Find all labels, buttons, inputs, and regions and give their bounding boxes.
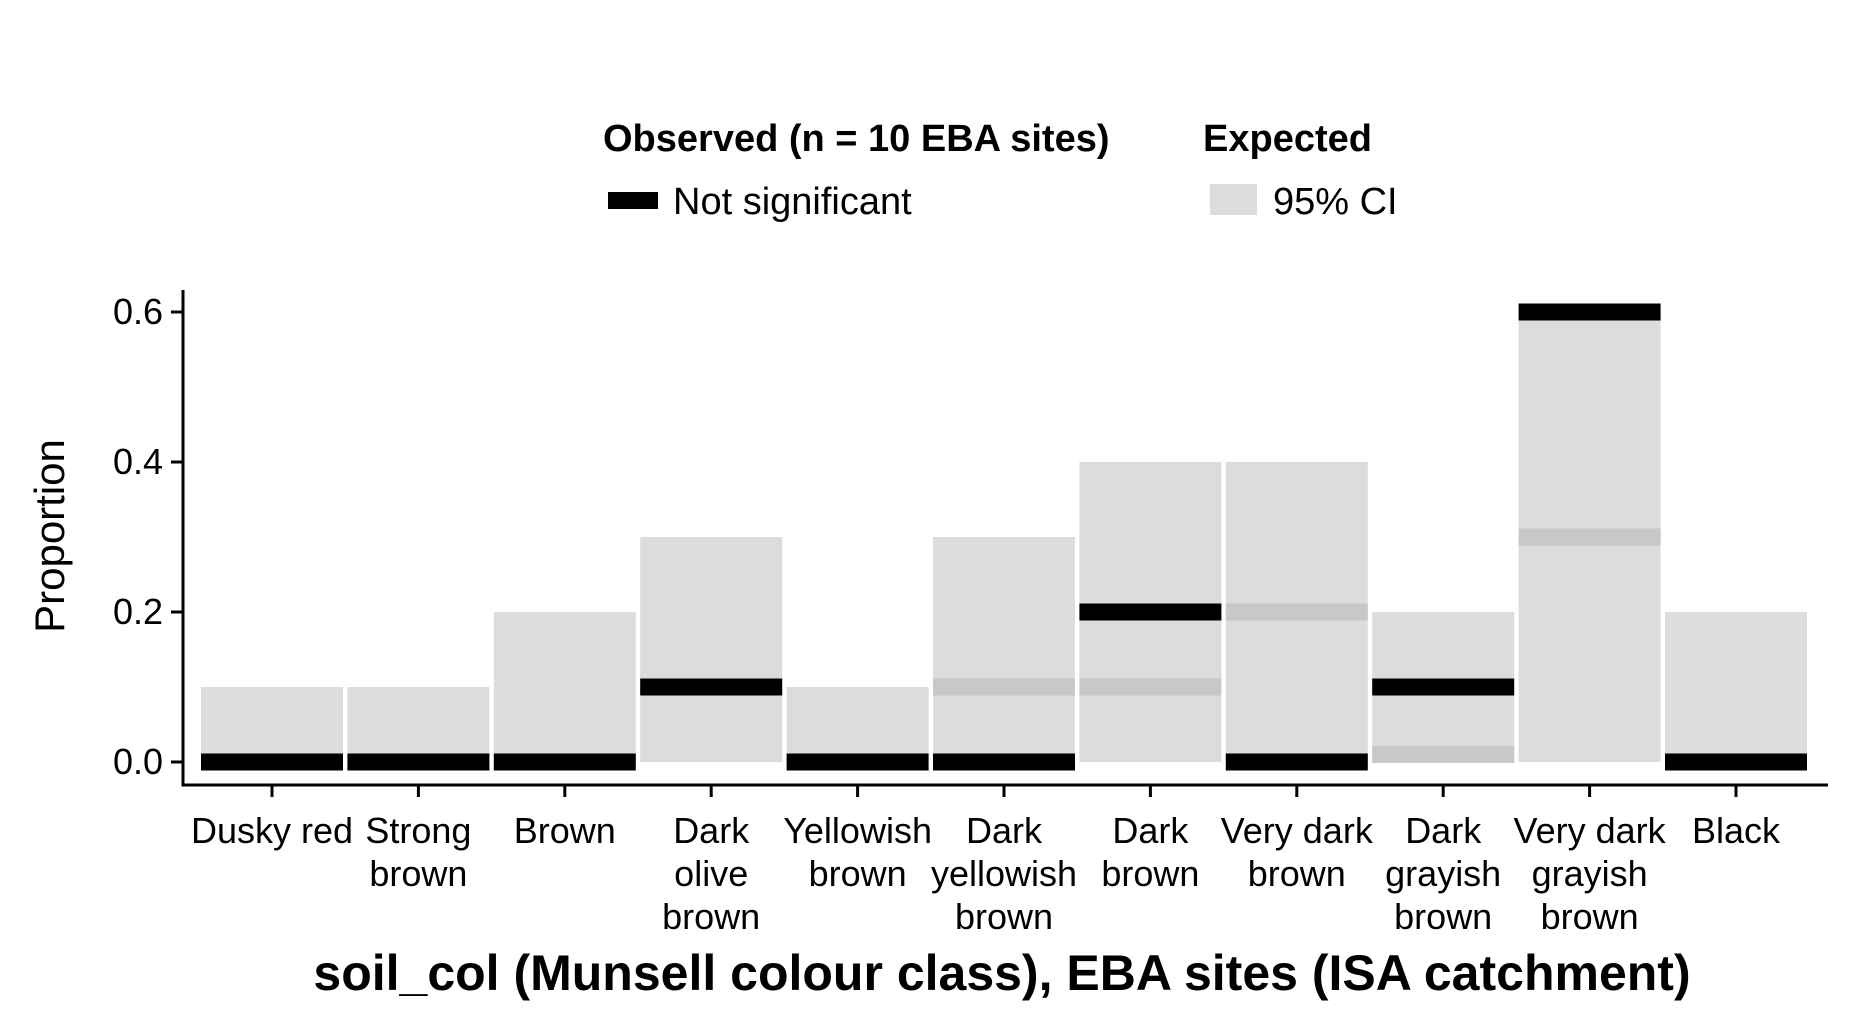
- median-line: [1518, 528, 1661, 546]
- x-tick-label: Dark olive brown: [662, 810, 760, 937]
- x-tick-label: Very dark grayish brown: [1514, 810, 1667, 937]
- x-tick-label: Dark grayish brown: [1385, 810, 1501, 937]
- ci-bar: [493, 612, 636, 762]
- observed-mark: [201, 753, 343, 771]
- observed-mark: [933, 753, 1075, 771]
- median-line: [1225, 603, 1368, 621]
- observed-mark: [1079, 603, 1222, 621]
- x-tick-label: Brown: [514, 810, 616, 851]
- y-tick-label: 0.4: [113, 441, 163, 482]
- ci-bar: [933, 537, 1075, 762]
- legend: Observed (n = 10 EBA sites) Not signific…: [603, 118, 1398, 223]
- ci-bar: [786, 687, 929, 762]
- y-tick-label: 0.2: [113, 591, 163, 632]
- x-tick-label: Yellowish brown: [783, 810, 932, 894]
- observed-mark: [347, 753, 490, 771]
- ci-bar: [1665, 612, 1807, 762]
- x-tick-label: Very dark brown: [1221, 810, 1374, 894]
- ci-bar: [201, 687, 343, 762]
- median-line: [1079, 678, 1222, 696]
- median-line: [933, 678, 1075, 696]
- x-tick-label: Black: [1692, 810, 1781, 851]
- legend-observed-swatch: [608, 192, 658, 209]
- legend-expected-swatch: [1210, 184, 1257, 215]
- observed-mark: [640, 678, 783, 696]
- x-tick-label: Strong brown: [365, 810, 471, 894]
- observed-marks: [201, 303, 1807, 771]
- legend-observed-label: Not significant: [673, 181, 912, 223]
- y-tick-label: 0.6: [113, 291, 163, 332]
- observed-mark: [493, 753, 636, 771]
- x-tick-label: Dusky red: [191, 810, 353, 851]
- observed-mark: [1225, 753, 1368, 771]
- y-tick-label: 0.0: [113, 741, 163, 782]
- observed-mark: [1372, 678, 1515, 696]
- y-axis-title: Proportion: [26, 439, 73, 633]
- median-line: [1372, 746, 1515, 763]
- median-lines: [933, 528, 1661, 763]
- observed-mark: [786, 753, 929, 771]
- observed-mark: [1665, 753, 1807, 771]
- ci-bar: [640, 537, 783, 762]
- legend-observed-title: Observed (n = 10 EBA sites): [603, 118, 1110, 160]
- x-tick-label: Dark yellowish brown: [931, 810, 1077, 937]
- axes: Dusky red Strong brown Brown Dark olive brown Y…: [113, 290, 1828, 937]
- ci-bar: [347, 687, 490, 762]
- legend-expected-title: Expected: [1203, 118, 1372, 160]
- legend-expected-label: 95% CI: [1273, 181, 1398, 223]
- observed-mark: [1518, 303, 1661, 321]
- x-tick-label: Dark brown: [1101, 810, 1199, 894]
- x-axis-title: soil_col (Munsell colour class), EBA sit…: [313, 945, 1690, 1001]
